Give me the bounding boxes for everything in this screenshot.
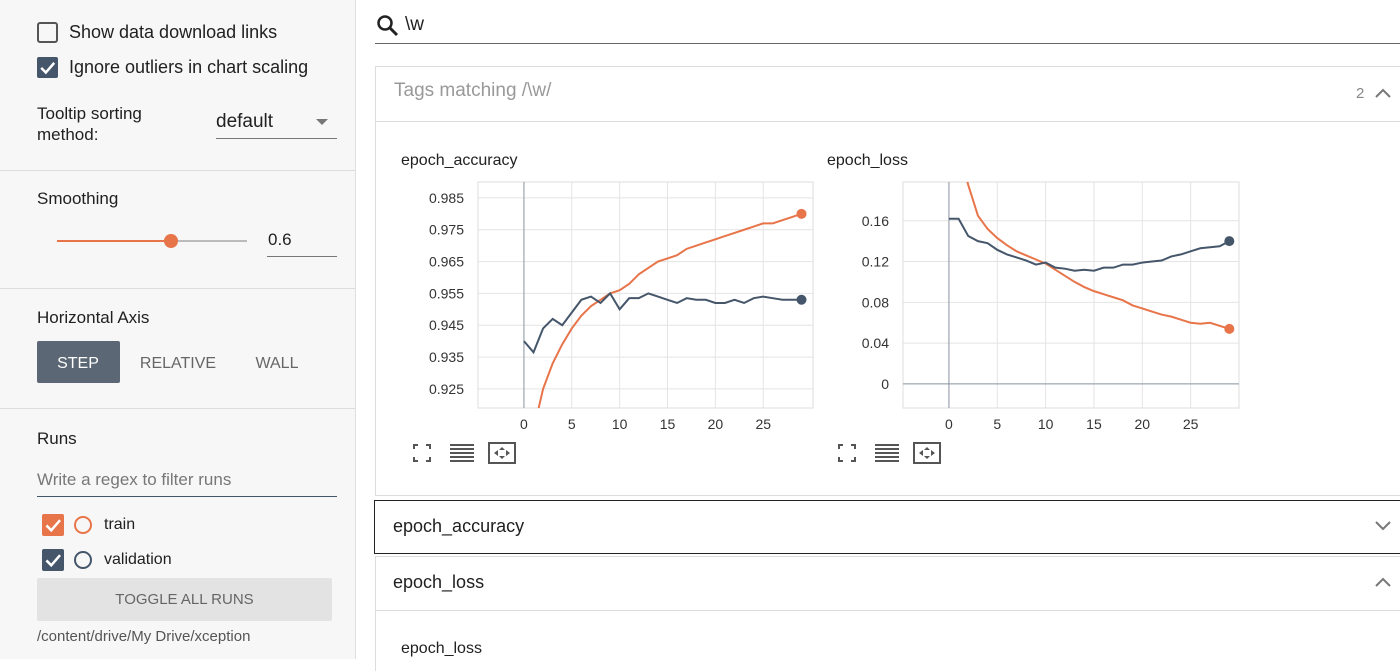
run-path: /content/drive/My Drive/xception (37, 628, 251, 645)
axis-button[interactable]: WALL (256, 355, 299, 372)
separator (0, 170, 355, 171)
runs-filter[interactable]: Write a regex to filter runs (37, 466, 337, 497)
fit-arrows (919, 447, 935, 459)
x-tick-label: 25 (1183, 416, 1199, 432)
series-line (537, 212, 802, 408)
x-tick-label: 15 (660, 416, 676, 432)
option-label: Ignore outliers in chart scaling (69, 57, 309, 77)
axis-button[interactable]: STEP (57, 355, 99, 372)
smoothing-value: 0.6 (268, 230, 292, 249)
section-body (375, 611, 1400, 671)
y-tick-label: 0 (881, 376, 889, 392)
x-tick-label: 20 (1135, 416, 1151, 432)
y-tick-label: 0.955 (429, 285, 464, 301)
end-marker (1224, 236, 1235, 247)
fit-arrows (494, 447, 510, 459)
y-tick-label: 0.985 (429, 190, 464, 206)
collapse-icon[interactable] (1373, 85, 1393, 101)
run-name: validation (104, 551, 172, 568)
x-tick-label: 10 (612, 416, 628, 432)
search-icon (377, 15, 399, 37)
fullscreen-icon[interactable] (838, 444, 856, 462)
fit-icon[interactable] (488, 442, 516, 464)
section-title: epoch_loss (393, 572, 485, 592)
y-tick-label: 0.965 (429, 254, 464, 270)
axis-label: Horizontal Axis (37, 308, 150, 327)
x-tick-label: 5 (568, 416, 576, 432)
tag-count: 2 (1356, 85, 1365, 102)
y-tick-label: 0.945 (429, 317, 464, 333)
fit-icon[interactable] (913, 442, 941, 464)
run-checkbox[interactable] (42, 549, 64, 571)
section-header[interactable] (375, 556, 1400, 611)
y-tick-label: 0.08 (862, 294, 889, 310)
x-tick-label: 25 (755, 416, 771, 432)
x-tick-label: 20 (708, 416, 724, 432)
slider-knob[interactable] (164, 234, 178, 248)
check-mark (40, 62, 56, 75)
tooltip-dropdown[interactable]: default (216, 110, 337, 139)
series-line (948, 217, 1230, 272)
checkbox[interactable] (37, 22, 58, 43)
axis-button[interactable]: RELATIVE (140, 355, 216, 372)
chart-tools (838, 442, 941, 464)
check-mark (45, 519, 61, 533)
search-text[interactable]: \w (405, 14, 424, 35)
smoothing-label: Smoothing (37, 189, 119, 208)
option-label: Show data download links (69, 22, 278, 42)
x-tick-label: 15 (1086, 416, 1102, 432)
search-underline (375, 43, 1400, 44)
chart-tools (413, 442, 516, 464)
series-line (966, 182, 1230, 330)
section-title: epoch_accuracy (393, 516, 525, 536)
end-marker (796, 294, 807, 305)
card-title: epoch_loss (401, 640, 482, 657)
run-color (74, 516, 92, 534)
y-tick-label: 0.935 (429, 349, 464, 365)
dropdown-value: default (216, 111, 274, 132)
chart-title: epoch_accuracy (401, 152, 518, 169)
plot-frame (477, 181, 814, 409)
y-tick-label: 0.16 (862, 213, 889, 229)
y-tick-label: 0.975 (429, 222, 464, 238)
collapse-icon[interactable] (1373, 574, 1393, 590)
section-header[interactable] (374, 500, 1400, 554)
fullscreen-icon[interactable] (413, 444, 431, 462)
run-name: train (104, 516, 136, 533)
x-tick-label: 5 (993, 416, 1001, 432)
axis-button-bg (37, 341, 120, 383)
tag-group-card (375, 66, 1400, 496)
runs-label: Runs (37, 429, 77, 448)
chart-title: epoch_loss (827, 152, 908, 169)
end-marker (1224, 323, 1235, 334)
checkbox[interactable] (37, 57, 58, 78)
run-color (74, 551, 92, 569)
series-line (523, 291, 802, 355)
dropdown-arrow (316, 119, 328, 125)
plot-frame (902, 181, 1240, 409)
tag-group-header[interactable] (375, 66, 1400, 122)
separator (0, 288, 355, 289)
y-tick-label: 0.04 (862, 335, 889, 351)
toggle-all-runs[interactable]: TOGGLE ALL RUNS (37, 578, 332, 621)
separator (0, 408, 355, 409)
check-mark (45, 554, 61, 568)
x-tick-label: 10 (1038, 416, 1054, 432)
x-tick-label: 0 (520, 416, 528, 432)
run-checkbox[interactable] (42, 514, 64, 536)
y-tick-label: 0.12 (862, 254, 889, 270)
x-tick-label: 0 (945, 416, 953, 432)
expand-icon[interactable] (1373, 518, 1393, 534)
filter-placeholder: Write a regex to filter runs (37, 470, 232, 489)
end-marker (796, 208, 807, 219)
smoothing-input[interactable]: 0.6 (267, 228, 337, 257)
y-tick-label: 0.925 (429, 381, 464, 397)
tag-group-title: Tags matching /\w/ (394, 80, 552, 101)
tooltip-label: Tooltip sorting method: (37, 104, 142, 144)
